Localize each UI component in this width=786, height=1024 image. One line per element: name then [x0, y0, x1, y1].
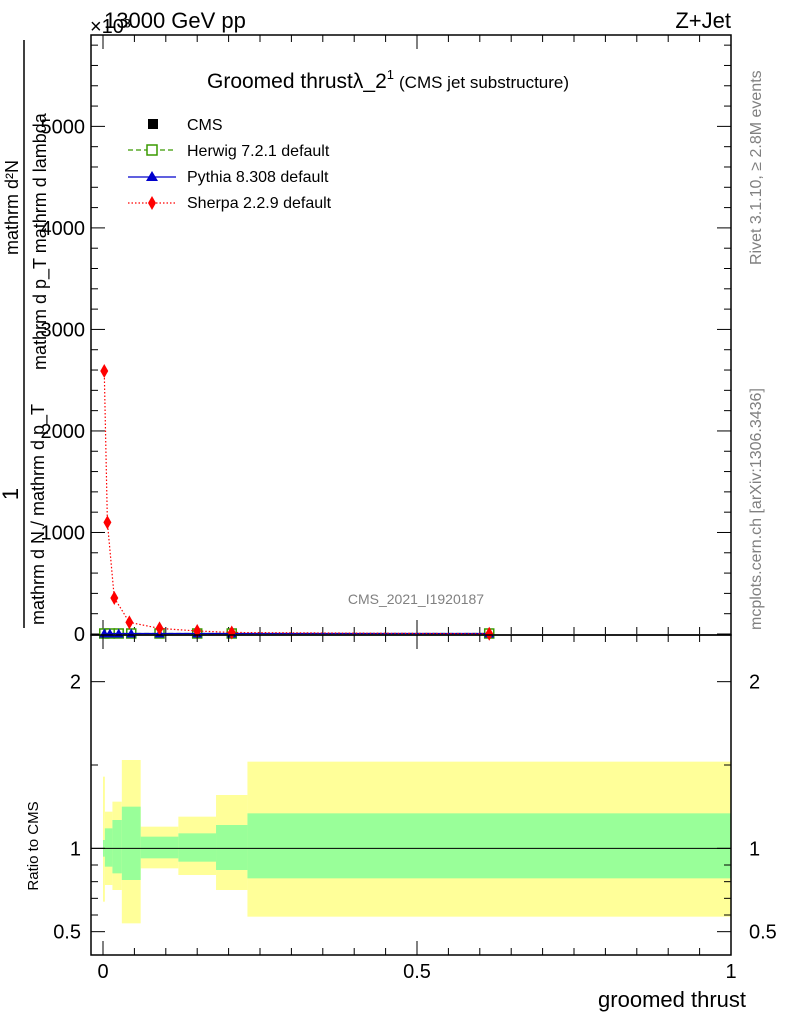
legend-marker-sherpa: [148, 196, 156, 210]
legend-item-herwig: Herwig 7.2.1 default: [128, 143, 330, 160]
plot-title-sub: (CMS jet substructure): [399, 73, 569, 92]
legend-item-pythia: Pythia 8.308 default: [128, 169, 329, 186]
main-plot: 0 1000 2000 3000 4000 5000: [41, 34, 732, 646]
energy-label: 13000 GeV pp: [104, 8, 246, 33]
rivet-label: Rivet 3.1.10, ≥ 2.8M events: [748, 70, 765, 265]
legend: CMS Herwig 7.2.1 default Pythia 8.308 de…: [128, 117, 332, 212]
legend-label-herwig: Herwig 7.2.1 default: [187, 143, 330, 160]
ratio-y-tick-label-left: 0.5: [53, 922, 81, 944]
analysis-watermark: CMS_2021_I1920187: [348, 591, 484, 607]
legend-label-sherpa: Sherpa 2.2.9 default: [187, 195, 332, 212]
sherpa-point: [100, 364, 109, 379]
ratio-y-label: Ratio to CMS: [25, 801, 42, 890]
legend-item-cms: CMS: [148, 117, 223, 134]
ratio-inner-band: [121, 806, 141, 880]
ratio-inner-band: [247, 813, 731, 879]
ratio-plot: 0.5 0.51 12 2 0 0.5 1: [53, 634, 777, 983]
main-y-ticks: 0 1000 2000 3000 4000 5000: [41, 35, 732, 646]
y-tick-label: 3000: [41, 319, 86, 341]
legend-label-cms: CMS: [187, 117, 223, 134]
sherpa-point: [110, 590, 119, 605]
ratio-inner-band: [140, 836, 179, 859]
ratio-y-tick-label-left: 2: [70, 672, 81, 694]
ratio-outer-band: [103, 776, 105, 902]
y-label-outer-numerator: 1: [0, 488, 23, 500]
x-tick-label: 0.5: [403, 961, 431, 983]
y-label-outer-denominator: mathrm d N / mathrm d p_T: [28, 404, 49, 625]
sherpa-point: [125, 615, 134, 630]
legend-label-pythia: Pythia 8.308 default: [187, 169, 329, 186]
plot-title-main: Groomed thrustλ_2: [207, 70, 387, 93]
y-label-inner-numerator: mathrm d²N: [2, 160, 22, 255]
y-tick-label: 5000: [41, 116, 86, 138]
sherpa-point: [485, 626, 494, 641]
ratio-inner-band: [178, 833, 217, 862]
plot-title: Groomed thrustλ_21 (CMS jet substructure): [207, 67, 569, 93]
x-tick-label: 1: [725, 961, 736, 983]
y-label-inner-denominator: mathrm d p_T mathrm d lambda: [30, 112, 51, 370]
ratio-y-ticks: 0.5 0.5 1 1 2 2: [53, 672, 777, 944]
x10-exponent: ×10³: [90, 16, 131, 38]
sherpa-point: [103, 515, 112, 530]
sherpa-point: [227, 625, 236, 640]
mcplots-label: mcplots.cern.ch [arXiv:1306.3436]: [748, 388, 765, 630]
ratio-plot-frame: [90, 634, 732, 956]
ratio-inner-band: [104, 828, 113, 867]
ratio-inner-band: [216, 825, 248, 870]
sherpa-point: [155, 621, 164, 636]
ratio-bands: [103, 760, 731, 924]
ratio-inner-band: [112, 820, 122, 874]
legend-marker-herwig: [146, 144, 158, 156]
main-y-label: 1 mathrm d N / mathrm d p_T mathrm d²N m…: [0, 40, 51, 628]
y-tick-label: 1000: [41, 522, 86, 544]
x-tick-label: 0: [97, 961, 108, 983]
x-axis-label: groomed thrust: [598, 987, 746, 1012]
ratio-y-tick-label-left: 1: [70, 838, 81, 860]
y-tick-label: 4000: [41, 218, 86, 240]
ratio-y-tick-label-right: 1: [749, 838, 760, 860]
legend-item-sherpa: Sherpa 2.2.9 default: [128, 195, 332, 212]
ratio-y-tick-label-right: 0.5: [749, 922, 777, 944]
legend-marker-cms: [148, 119, 158, 129]
y-tick-label: 2000: [41, 421, 86, 443]
plot-title-superscript: 1: [387, 67, 394, 82]
ratio-y-tick-label-right: 2: [749, 672, 760, 694]
ratio-x-ticks: 0 0.5 1: [97, 635, 737, 983]
y-tick-label: 0: [74, 624, 85, 646]
process-label: Z+Jet: [675, 8, 731, 33]
legend-marker-pythia: [146, 171, 158, 181]
